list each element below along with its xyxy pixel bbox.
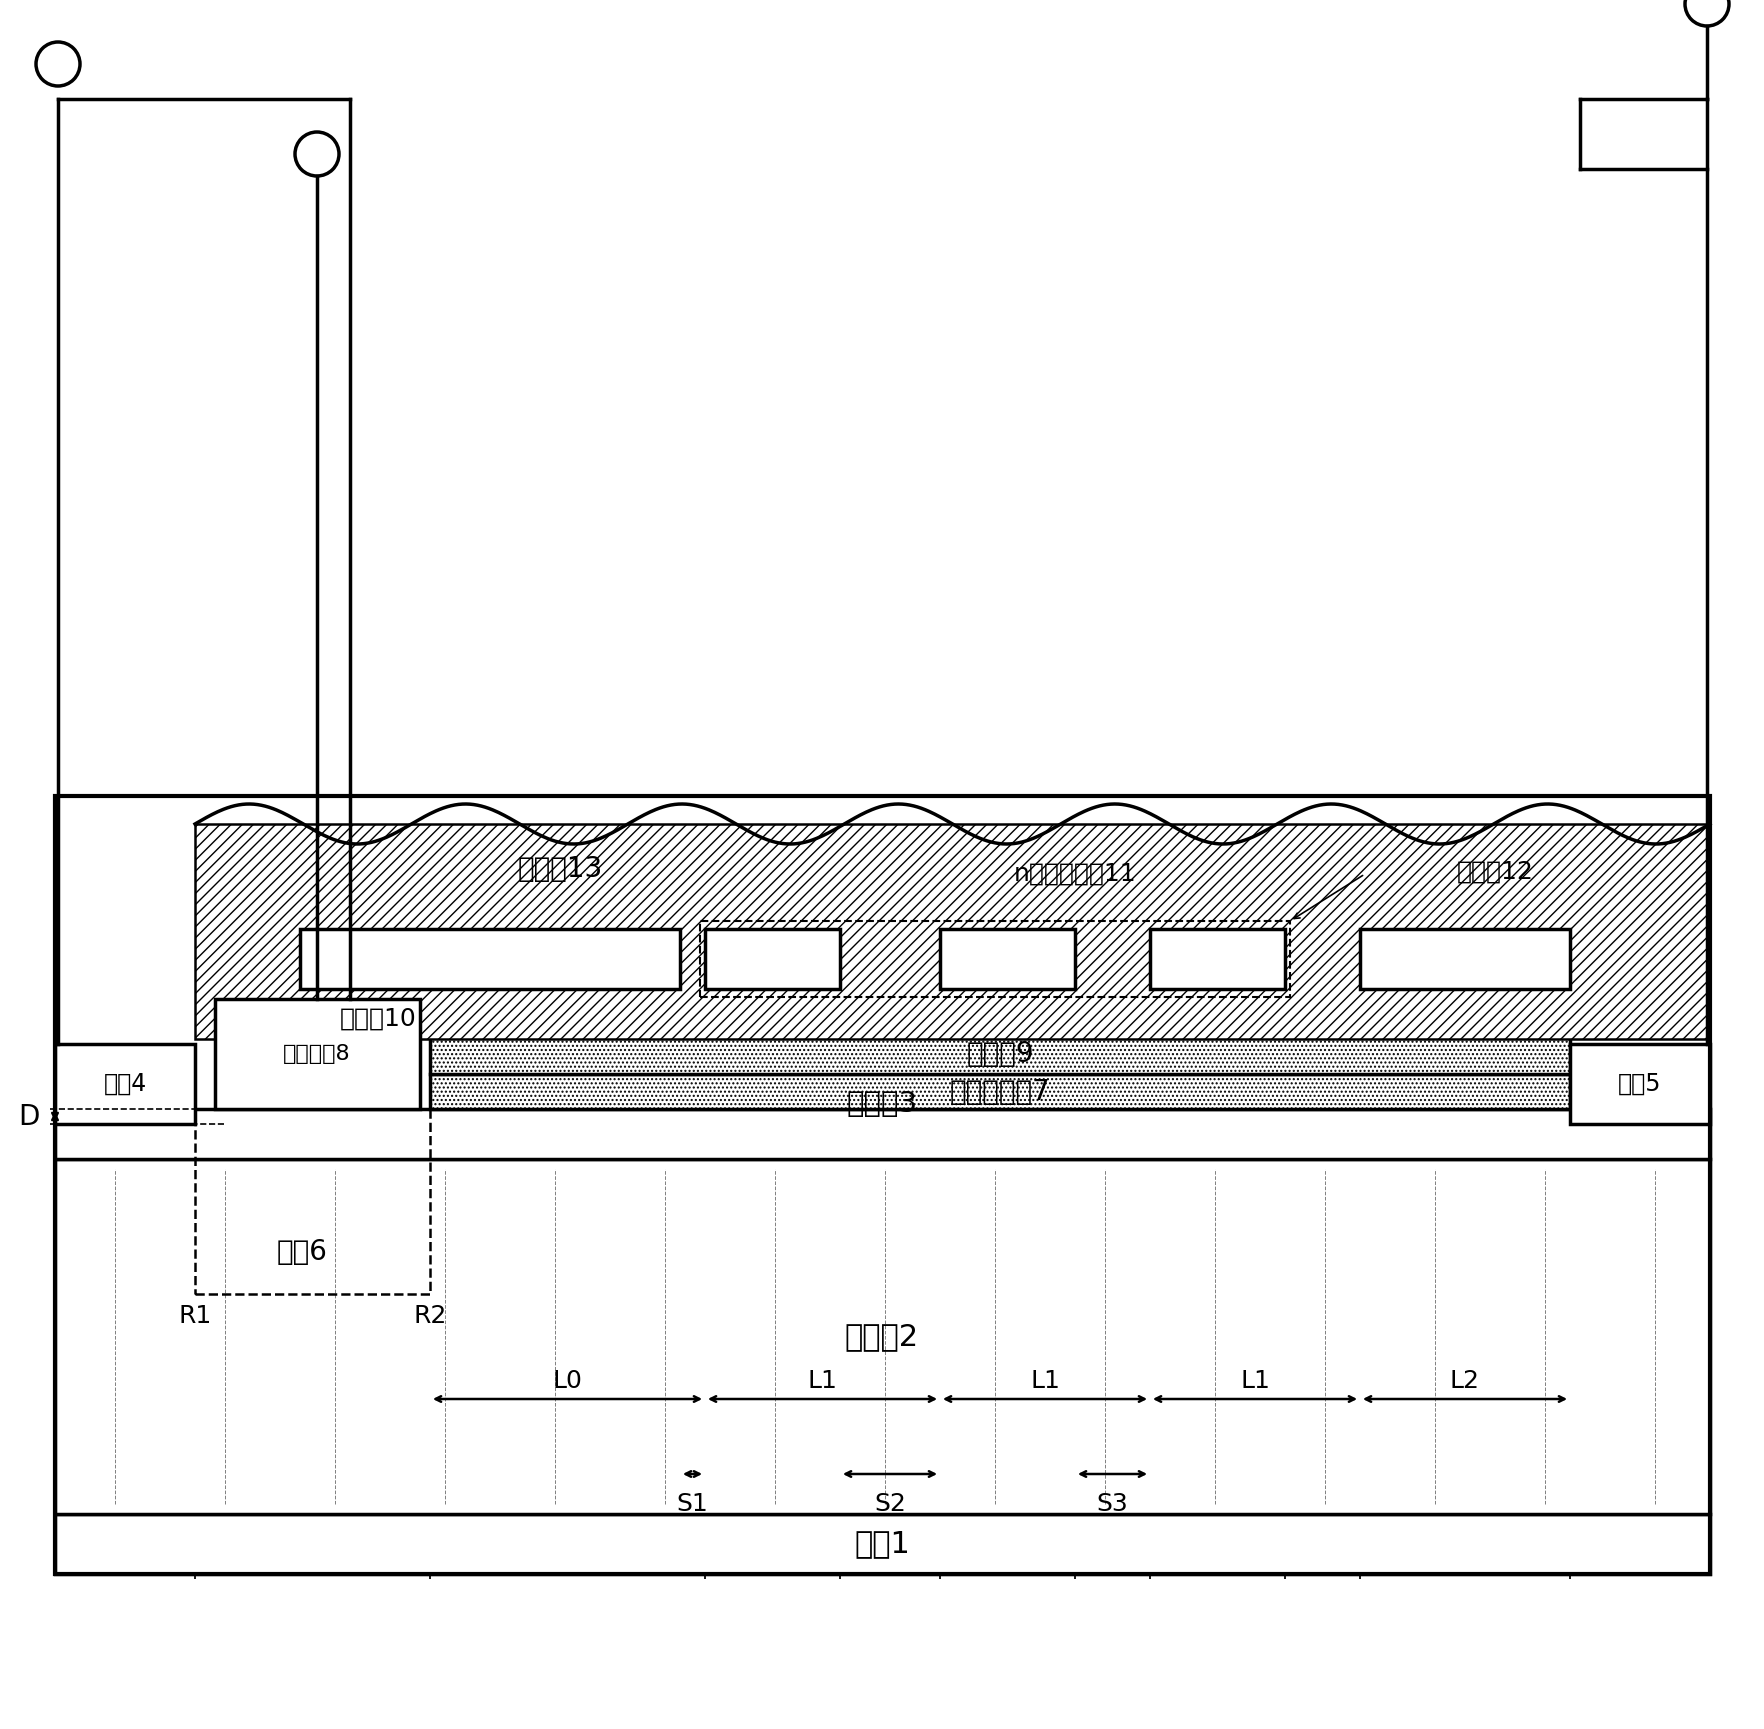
Text: 绝缘槽栅8: 绝缘槽栅8 [282, 1044, 351, 1063]
Bar [55, 1108, 1709, 1158]
Text: R1: R1 [178, 1304, 212, 1328]
Text: R2: R2 [413, 1304, 446, 1328]
Bar [940, 928, 1074, 989]
Text: 凹槽6: 凹槽6 [277, 1238, 328, 1266]
Bar [1570, 1044, 1709, 1124]
Text: L2: L2 [1450, 1369, 1480, 1394]
Text: 过渡层2: 过渡层2 [845, 1323, 919, 1352]
Bar [700, 922, 1289, 998]
Bar [55, 1044, 194, 1124]
Text: 漏场板12: 漏场板12 [1455, 859, 1533, 884]
Bar [194, 825, 1709, 1039]
Bar [55, 795, 1709, 1573]
Text: S1: S1 [676, 1492, 707, 1516]
Text: 钝化层9: 钝化层9 [965, 1041, 1034, 1069]
Bar [704, 928, 840, 989]
Bar [55, 1158, 1709, 1515]
Bar [1360, 928, 1570, 989]
Text: D: D [19, 1103, 41, 1131]
Bar [430, 1034, 1570, 1074]
Bar [194, 1108, 430, 1293]
Text: L1: L1 [1240, 1369, 1270, 1394]
Bar [215, 999, 420, 1108]
Bar [300, 928, 679, 989]
Text: 势垒层3: 势垒层3 [847, 1089, 917, 1119]
Text: 源极4: 源极4 [104, 1072, 146, 1096]
Text: n个浮空场板11: n个浮空场板11 [1013, 863, 1136, 885]
Text: 衬底1: 衬底1 [854, 1530, 910, 1558]
Text: 绝缘介质层7: 绝缘介质层7 [949, 1077, 1050, 1107]
Text: L1: L1 [1030, 1369, 1060, 1394]
Text: 漏极5: 漏极5 [1618, 1072, 1662, 1096]
Text: L0: L0 [552, 1369, 582, 1394]
Bar [430, 1074, 1570, 1108]
Bar [1150, 928, 1284, 989]
Text: 保护层13: 保护层13 [517, 856, 602, 884]
Text: S3: S3 [1095, 1492, 1127, 1516]
Text: S2: S2 [873, 1492, 905, 1516]
Text: 源场板10: 源场板10 [340, 1006, 416, 1030]
Text: L1: L1 [806, 1369, 836, 1394]
Bar [55, 1515, 1709, 1573]
